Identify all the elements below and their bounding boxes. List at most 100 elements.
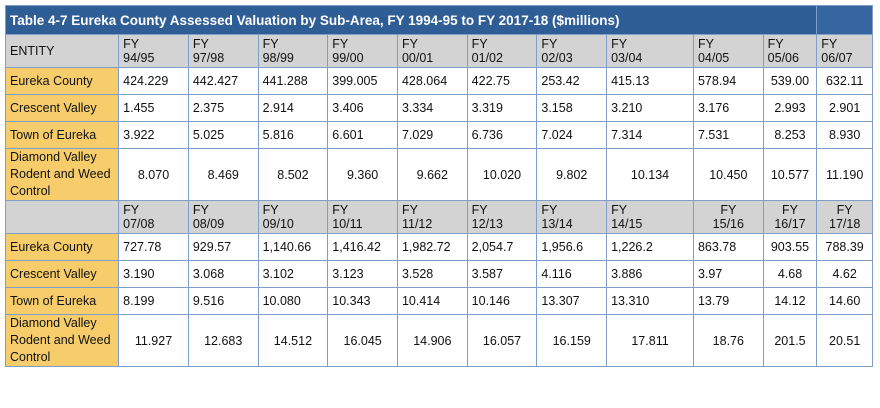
fiscal-year-header: FY 00/01 [396, 34, 468, 68]
fiscal-year-header: FY 03/04 [606, 34, 694, 68]
valuation-cell: 428.064 [396, 67, 468, 95]
fy-period: 08/09 [192, 217, 225, 231]
fy-period: 97/98 [192, 51, 225, 65]
valuation-cell: 7.029 [396, 121, 468, 149]
fy-period: 99/00 [332, 51, 364, 65]
entity-label: Crescent Valley [4, 260, 120, 288]
fy-period: 14/15 [611, 217, 643, 231]
block2-data-row: Crescent Valley 3.190 3.068 3.102 3.123 3.528… [4, 260, 873, 288]
fy-period: 12/13 [471, 217, 503, 231]
valuation-cell: 13.79 [692, 287, 764, 315]
fiscal-year-header: FY 08/09 [187, 200, 259, 234]
fy-period: 03/04 [611, 51, 643, 65]
fy-period: 13/14 [541, 217, 573, 231]
entity-label: Eureka County [4, 67, 120, 95]
valuation-cell: 3.528 [396, 260, 468, 288]
valuation-table-container: Table 4-7 Eureka County Assessed Valuati… [4, 5, 873, 367]
fiscal-year-header: FY 10/11 [327, 200, 398, 234]
fiscal-year-header: FY 16/17 [762, 200, 818, 234]
entity-label: Town of Eureka [4, 287, 120, 315]
valuation-cell: 16.045 [327, 314, 398, 367]
valuation-cell: 4.68 [762, 260, 818, 288]
fy-label: FY [836, 203, 853, 217]
valuation-cell: 5.025 [187, 121, 259, 149]
valuation-cell: 10.414 [396, 287, 468, 315]
block1-data-row: Crescent Valley 1.455 2.375 2.914 3.406 3.334… [4, 94, 873, 122]
valuation-cell: 1.455 [118, 94, 189, 122]
fy-label: FY [332, 203, 349, 217]
valuation-cell: 10.450 [692, 148, 764, 201]
title-end-cell [816, 5, 873, 35]
fy-label: FY [123, 203, 140, 217]
fy-period: 94/95 [123, 51, 155, 65]
valuation-cell: 442.427 [187, 67, 259, 95]
valuation-cell: 539.00 [762, 67, 818, 95]
table-title: Table 4-7 Eureka County Assessed Valuati… [4, 5, 818, 35]
valuation-cell: 3.210 [606, 94, 694, 122]
fy-label: FY [471, 203, 488, 217]
fiscal-year-header: FY 01/02 [466, 34, 538, 68]
fiscal-year-header: FY 14/15 [606, 200, 694, 234]
valuation-cell: 9.662 [396, 148, 468, 201]
block1-data-row: Diamond Valley Rodent and Weed Control 8.… [4, 148, 873, 201]
valuation-cell: 17.811 [606, 314, 694, 367]
fiscal-year-header: FY 13/14 [536, 200, 608, 234]
fiscal-year-header: FY 06/07 [816, 34, 873, 68]
fy-label: FY [611, 37, 628, 51]
fy-period: 02/03 [541, 51, 573, 65]
valuation-cell: 863.78 [692, 233, 764, 261]
fy-period: 06/07 [821, 51, 853, 65]
fy-label: FY [611, 203, 628, 217]
block2-data-row: Town of Eureka 8.199 9.516 10.080 10.343 10.4… [4, 287, 873, 315]
valuation-cell: 1,226.2 [606, 233, 694, 261]
fy-period: 07/08 [123, 217, 155, 231]
valuation-cell: 6.736 [466, 121, 538, 149]
valuation-cell: 14.60 [816, 287, 873, 315]
fy-label: FY [262, 203, 279, 217]
valuation-cell: 14.512 [257, 314, 329, 367]
fiscal-year-header: FY 12/13 [466, 200, 538, 234]
valuation-cell: 2.375 [187, 94, 259, 122]
valuation-cell: 424.229 [118, 67, 189, 95]
block2-data-row: Diamond Valley Rodent and Weed Control 11… [4, 314, 873, 367]
valuation-cell: 14.906 [396, 314, 468, 367]
fiscal-year-header: FY 07/08 [118, 200, 189, 234]
fiscal-year-header: FY 98/99 [257, 34, 329, 68]
valuation-cell: 11.927 [118, 314, 189, 367]
valuation-cell: 18.76 [692, 314, 764, 367]
valuation-cell: 4.116 [536, 260, 608, 288]
valuation-cell: 8.930 [816, 121, 873, 149]
valuation-cell: 3.922 [118, 121, 189, 149]
valuation-cell: 1,956.6 [536, 233, 608, 261]
fy-period: 09/10 [262, 217, 294, 231]
valuation-cell: 20.51 [816, 314, 873, 367]
valuation-cell: 8.253 [762, 121, 818, 149]
valuation-cell: 10.146 [466, 287, 538, 315]
valuation-cell: 12.683 [187, 314, 259, 367]
valuation-cell: 1,982.72 [396, 233, 468, 261]
valuation-cell: 9.516 [187, 287, 259, 315]
valuation-cell: 2.901 [816, 94, 873, 122]
valuation-cell: 1,140.66 [257, 233, 329, 261]
valuation-cell: 8.070 [118, 148, 189, 201]
valuation-cell: 3.123 [327, 260, 398, 288]
fy-label: FY [697, 37, 714, 51]
valuation-cell: 3.334 [396, 94, 468, 122]
fiscal-year-header: FY 04/05 [692, 34, 764, 68]
valuation-cell: 11.190 [816, 148, 873, 201]
valuation-cell: 14.12 [762, 287, 818, 315]
valuation-cell: 2.914 [257, 94, 329, 122]
fy-label: FY [821, 37, 838, 51]
fy-label: FY [192, 37, 209, 51]
fy-label: FY [781, 203, 798, 217]
valuation-cell: 788.39 [816, 233, 873, 261]
valuation-cell: 422.75 [466, 67, 538, 95]
entity-label: Eureka County [4, 233, 120, 261]
block1-data-row: Town of Eureka 3.922 5.025 5.816 6.601 7.029 6… [4, 121, 873, 149]
valuation-cell: 13.307 [536, 287, 608, 315]
valuation-cell: 7.024 [536, 121, 608, 149]
table-title-row: Table 4-7 Eureka County Assessed Valuati… [4, 5, 873, 35]
fy-period: 00/01 [401, 51, 434, 65]
valuation-cell: 6.601 [327, 121, 398, 149]
valuation-cell: 8.502 [257, 148, 329, 201]
